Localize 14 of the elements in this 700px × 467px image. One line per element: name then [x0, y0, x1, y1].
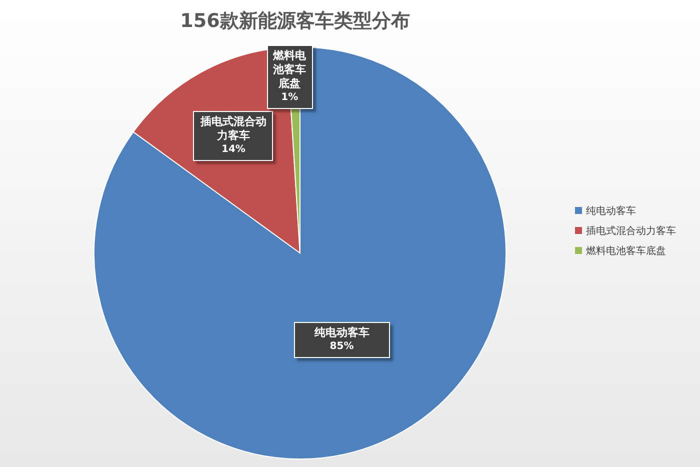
- slice-label: 燃料电池客车底盘: [272, 49, 308, 92]
- chart-title: 156款新能源客车类型分布: [179, 9, 411, 34]
- label-box: 燃料电池客车底盘 1%: [266, 45, 313, 110]
- pie-slice: [94, 46, 506, 460]
- legend-label: 插电式混合动力客车: [586, 224, 676, 238]
- data-label: 85%: [328, 340, 355, 354]
- legend-label: 燃料电池客车底盘: [586, 244, 666, 258]
- data-label: 1%: [280, 91, 300, 106]
- slice-label: 插电式混合动力客车: [199, 115, 268, 144]
- label-box: 插电式混合动力客车 14%: [193, 111, 274, 162]
- label-box: 纯电动客车 85%: [294, 322, 390, 358]
- slice-label: 纯电动客车: [313, 326, 370, 340]
- data-label: 14%: [220, 143, 246, 158]
- slice-label: 纯电动客车: [586, 204, 636, 218]
